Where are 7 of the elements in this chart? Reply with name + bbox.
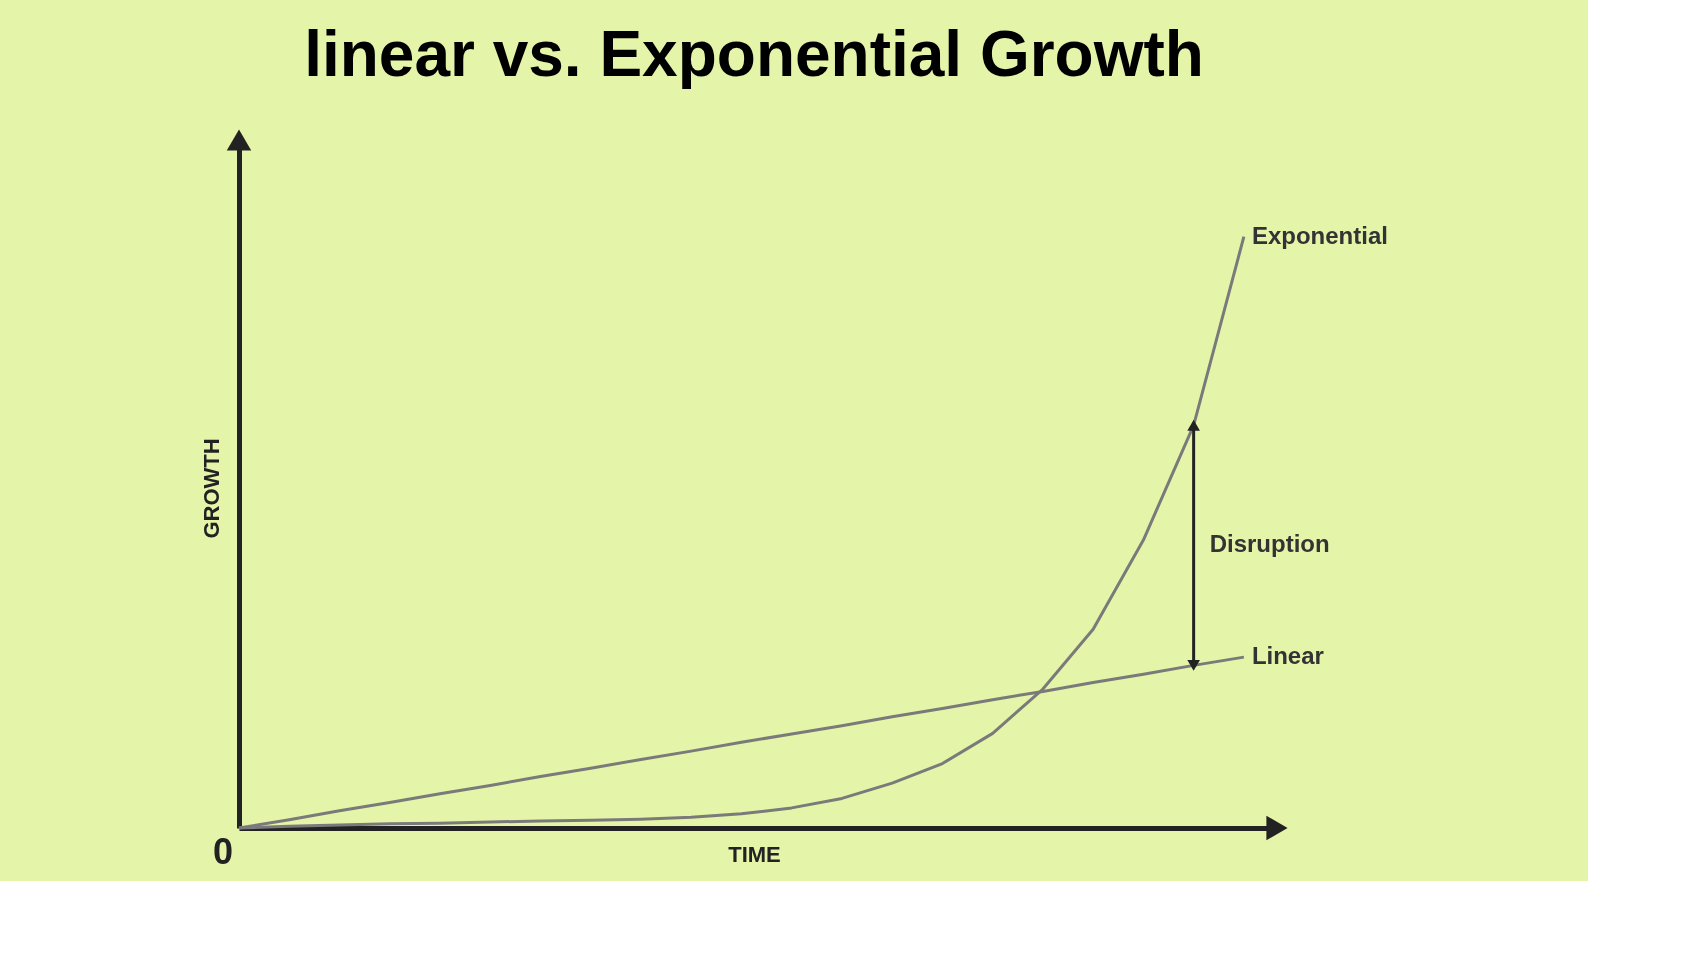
series-label: Linear	[1251, 642, 1324, 670]
x-axis-title: TIME	[728, 841, 781, 867]
y-axis-title: GROWTH	[198, 438, 224, 539]
annotation: Disruption	[1209, 530, 1330, 558]
chart-title: linear vs. Exponential Growth	[304, 18, 1204, 91]
series-label: Exponential	[1251, 221, 1388, 249]
text: 0	[212, 831, 233, 872]
